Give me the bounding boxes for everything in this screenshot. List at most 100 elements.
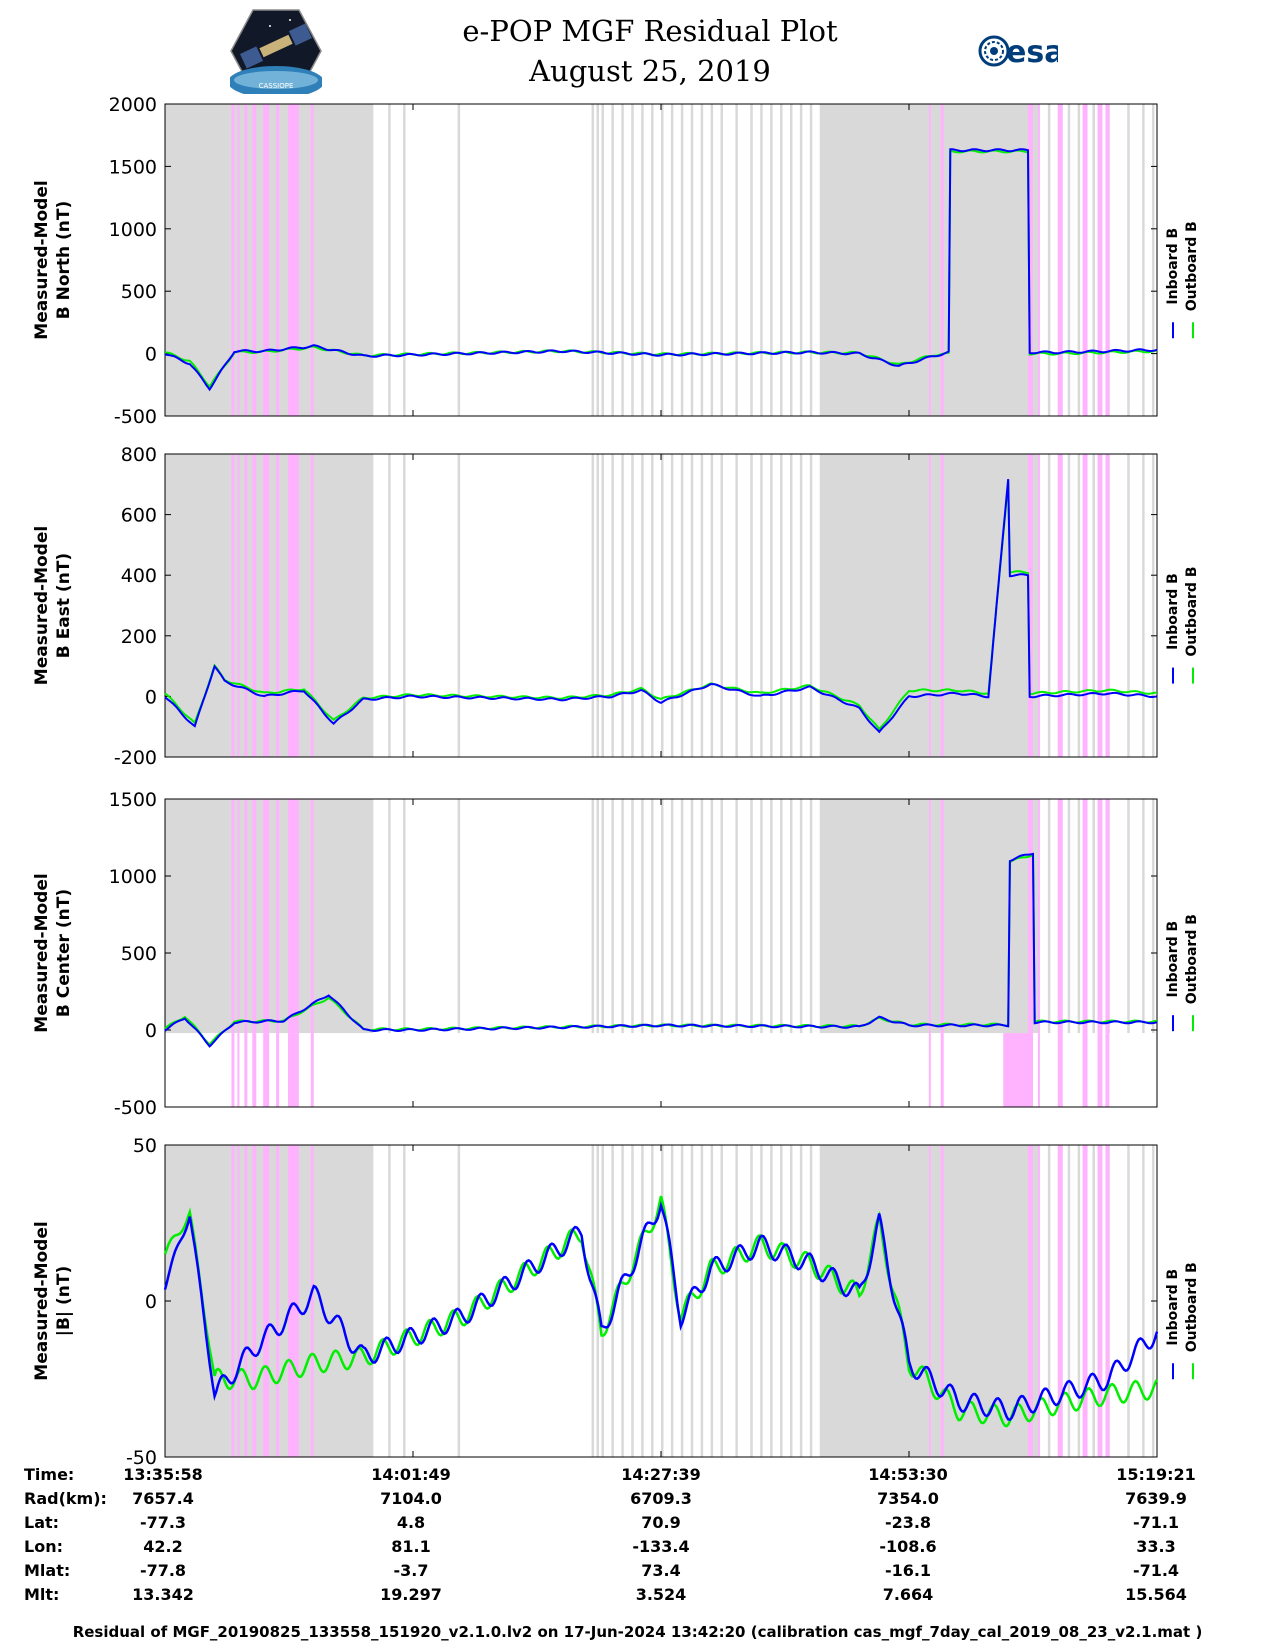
pink-shade-strip bbox=[1082, 1033, 1088, 1107]
pink-shade-strip bbox=[263, 104, 270, 416]
gray-shade-strip bbox=[1092, 454, 1095, 757]
pink-shade-strip bbox=[1082, 454, 1088, 757]
pink-shade-strip bbox=[940, 799, 944, 1034]
footer-caption: Residual of MGF_20190825_133558_151920_v… bbox=[72, 1623, 1203, 1641]
pink-shade-strip bbox=[231, 1145, 235, 1457]
pink-shade-strip bbox=[310, 1145, 314, 1457]
pink-shade-strip bbox=[237, 1033, 240, 1107]
gray-shade-strip bbox=[1047, 104, 1051, 416]
pink-shade-strip bbox=[252, 799, 257, 1034]
info-cell: 33.3 bbox=[1136, 1537, 1176, 1556]
pink-shade-strip bbox=[310, 454, 314, 757]
pink-shade-strip bbox=[263, 1033, 270, 1107]
pink-shade-strip bbox=[231, 104, 235, 416]
y-axis-label-line: Measured-Model bbox=[32, 180, 52, 339]
gray-shade-strip bbox=[591, 1145, 595, 1457]
gray-shade-strip bbox=[770, 1145, 773, 1457]
pink-shade-strip bbox=[237, 454, 240, 757]
gray-shade-block bbox=[819, 454, 1038, 757]
gray-shade-strip bbox=[601, 799, 604, 1034]
gray-shade-strip bbox=[403, 454, 406, 757]
panel-1: 2000 1500 1000 500 0 -500 Measured-Model B Nort… bbox=[32, 94, 1200, 428]
info-cell: -133.4 bbox=[632, 1537, 690, 1556]
gray-shade-strip bbox=[760, 454, 763, 757]
gray-shade-strip bbox=[809, 799, 813, 1034]
pink-shade-strip bbox=[1037, 454, 1040, 757]
gray-shade-strip bbox=[457, 1145, 461, 1457]
pink-shade-strip bbox=[237, 1145, 240, 1457]
gray-shade-strip bbox=[611, 454, 614, 757]
pink-shade-strip bbox=[1028, 1145, 1033, 1457]
y-tick-label: 1000 bbox=[109, 866, 157, 888]
pink-shade-strip bbox=[1037, 104, 1040, 416]
gray-shade-strip bbox=[661, 104, 664, 416]
gray-shade-strip bbox=[680, 1145, 684, 1457]
gray-shade-strip bbox=[621, 454, 624, 757]
gray-shade-strip bbox=[388, 799, 391, 1034]
gray-shade-strip bbox=[799, 454, 803, 757]
gray-shade-strip bbox=[661, 454, 664, 757]
gray-shade-strip bbox=[700, 454, 704, 757]
info-cell: 7639.9 bbox=[1125, 1489, 1187, 1508]
info-cell: 13:35:58 bbox=[123, 1465, 203, 1484]
pink-shade-strip bbox=[1105, 454, 1110, 757]
pink-shade-strip bbox=[244, 1033, 248, 1107]
y-tick-label: -500 bbox=[114, 1097, 157, 1119]
gray-shade-strip bbox=[690, 799, 694, 1034]
gray-shade-strip bbox=[700, 1145, 704, 1457]
y-axis-label-line: Measured-Model bbox=[32, 526, 52, 685]
gray-shade-strip bbox=[760, 1145, 763, 1457]
pink-shade-strip bbox=[1082, 104, 1088, 416]
info-row: Time: 13:35:58 14:01:49 14:27:39 14:53:30 15:… bbox=[0, 1465, 1275, 1489]
info-cell: 3.524 bbox=[635, 1585, 687, 1604]
y-tick-label: 0 bbox=[145, 1291, 157, 1313]
gray-shade-strip bbox=[780, 799, 783, 1034]
y-tick-label: 200 bbox=[121, 626, 157, 648]
info-cell: -3.7 bbox=[393, 1561, 429, 1580]
pink-shade-strip bbox=[310, 799, 314, 1034]
y-tick-label: 500 bbox=[121, 281, 157, 303]
pink-shade-strip bbox=[1028, 799, 1033, 1034]
gray-shade-strip bbox=[651, 104, 654, 416]
pink-shade-strip bbox=[1105, 799, 1110, 1034]
gray-shade-strip bbox=[1047, 799, 1051, 1034]
info-cell: 14:27:39 bbox=[621, 1465, 701, 1484]
pink-shade-strip bbox=[1097, 104, 1103, 416]
pink-shade-strip bbox=[1105, 104, 1110, 416]
info-row: Mlat: -77.8 -3.7 73.4 -16.1 -71.4 bbox=[0, 1561, 1275, 1585]
info-cell: 6709.3 bbox=[630, 1489, 692, 1508]
gray-shade-strip bbox=[641, 104, 644, 416]
gray-shade-strip bbox=[710, 104, 714, 416]
pink-shade-strip bbox=[252, 1033, 257, 1107]
gray-shade-strip bbox=[770, 104, 773, 416]
pink-shade-strip bbox=[928, 1033, 931, 1107]
info-row: Lon: 42.2 81.1 -133.4 -108.6 33.3 bbox=[0, 1537, 1275, 1561]
pink-shade-strip bbox=[940, 1145, 944, 1457]
gray-shade-strip bbox=[403, 799, 406, 1034]
gray-shade-strip bbox=[735, 1145, 738, 1457]
info-cell: 7104.0 bbox=[380, 1489, 442, 1508]
gray-shade-strip bbox=[670, 799, 674, 1034]
gray-shade-strip bbox=[700, 104, 704, 416]
gray-shade-strip bbox=[661, 1145, 664, 1457]
gray-shade-strip bbox=[621, 1145, 624, 1457]
legend-outboard-label: Outboard B bbox=[1184, 221, 1200, 311]
gray-shade-strip bbox=[1142, 454, 1145, 757]
pink-shade-strip bbox=[928, 799, 931, 1034]
gray-shade-strip bbox=[403, 1145, 406, 1457]
y-axis-label: Measured-Model |B| (nT) bbox=[32, 1221, 74, 1380]
gray-shade-strip bbox=[621, 104, 624, 416]
pink-shade-strip bbox=[1082, 799, 1088, 1034]
gray-shade-strip bbox=[1142, 799, 1145, 1034]
pink-shade-strip bbox=[1028, 454, 1033, 757]
pink-shade-strip bbox=[276, 799, 280, 1034]
gray-shade-strip bbox=[710, 1145, 714, 1457]
y-axis-label: Measured-Model B Center (nT) bbox=[32, 873, 74, 1032]
y-axis-label-line: B East (nT) bbox=[54, 553, 74, 658]
gray-shade-strip bbox=[690, 454, 694, 757]
panel-4: 50 0 -50 Measured-Model |B| (nT) Inboard B Out… bbox=[32, 1135, 1200, 1465]
gray-shade-strip bbox=[1047, 1145, 1051, 1457]
pink-shade-strip bbox=[1057, 1145, 1063, 1457]
pink-shade-strip bbox=[1097, 1033, 1103, 1107]
pink-shade-strip bbox=[1037, 799, 1040, 1034]
